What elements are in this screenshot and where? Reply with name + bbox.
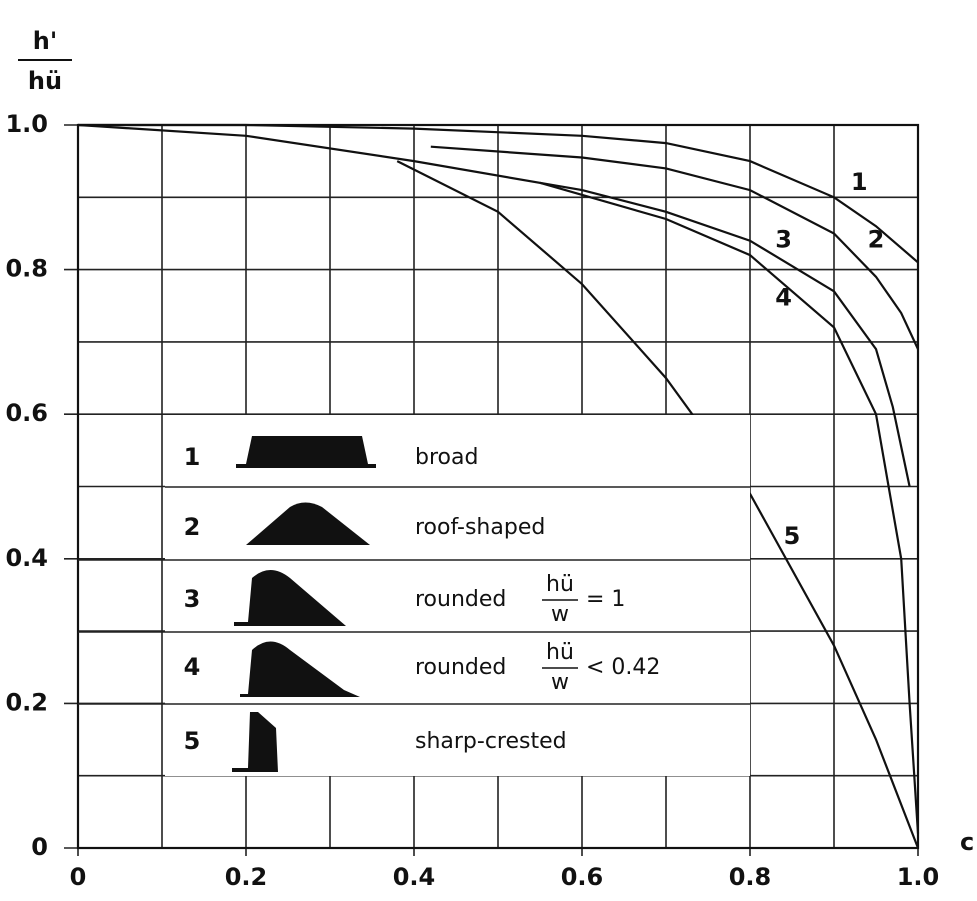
y-tick-label: 0.6 (5, 399, 48, 427)
x-tick-label: 1.0 (897, 863, 940, 891)
legend-rules (78, 486, 750, 705)
legend-number: 1 (184, 443, 201, 471)
x-tick-label: 0.4 (393, 863, 436, 891)
y-tick-label: 1.0 (5, 110, 48, 138)
legend-ratio-denominator: w (551, 602, 569, 627)
legend-label: rounded (415, 587, 506, 612)
y-label-denominator: hü (28, 67, 62, 95)
rounded-weir-icon (240, 641, 360, 697)
legend-shapes (232, 436, 376, 772)
broad-weir-icon (236, 436, 376, 468)
legend-label: roof-shaped (415, 515, 545, 540)
curves: 1 2 3 4 5 (77, 123, 920, 849)
legend-ratio-numerator: hü (546, 572, 574, 597)
x-tick-label: 0.6 (561, 863, 604, 891)
x-label: c (960, 828, 974, 856)
legend-ratio-numerator: hü (546, 640, 574, 665)
y-tick-label: 0 (31, 833, 48, 861)
y-tick-label: 0.4 (5, 544, 48, 572)
curve-label: 4 (775, 284, 792, 312)
legend-ratio-relation: = 1 (586, 587, 625, 612)
legend-label: broad (415, 445, 478, 470)
legend-ratio-denominator: w (551, 670, 569, 695)
legend-number: 5 (184, 727, 201, 755)
legend-ratio-relation: < 0.42 (586, 655, 660, 680)
rounded-weir-icon (234, 570, 346, 626)
curve (539, 181, 920, 834)
x-tick-label: 0.2 (225, 863, 268, 891)
legend-label: sharp-crested (415, 729, 567, 754)
curve (78, 123, 919, 264)
curve (430, 145, 919, 350)
x-tick-label: 0.8 (729, 863, 772, 891)
sharp-weir-icon (232, 712, 278, 772)
curve (77, 123, 911, 487)
curve-label: 1 (851, 168, 868, 196)
curve-label: 3 (775, 226, 792, 254)
legend-number: 4 (184, 653, 201, 681)
legend-number: 3 (184, 585, 201, 613)
x-tick-label: 0 (70, 863, 87, 891)
roof-weir-icon (246, 502, 370, 545)
legend-number: 2 (184, 513, 201, 541)
y-label-numerator: h' (33, 27, 57, 55)
legend-label: rounded (415, 655, 506, 680)
curve-label: 2 (868, 226, 885, 254)
y-tick-label: 0.2 (5, 688, 48, 716)
y-tick-label: 0.8 (5, 255, 48, 283)
plot-frame (76, 123, 920, 850)
legend: 1 broad 2 roof-shaped 3 rounded hü w = 1 4 rounded… (184, 443, 661, 755)
curve-label: 5 (784, 522, 801, 550)
